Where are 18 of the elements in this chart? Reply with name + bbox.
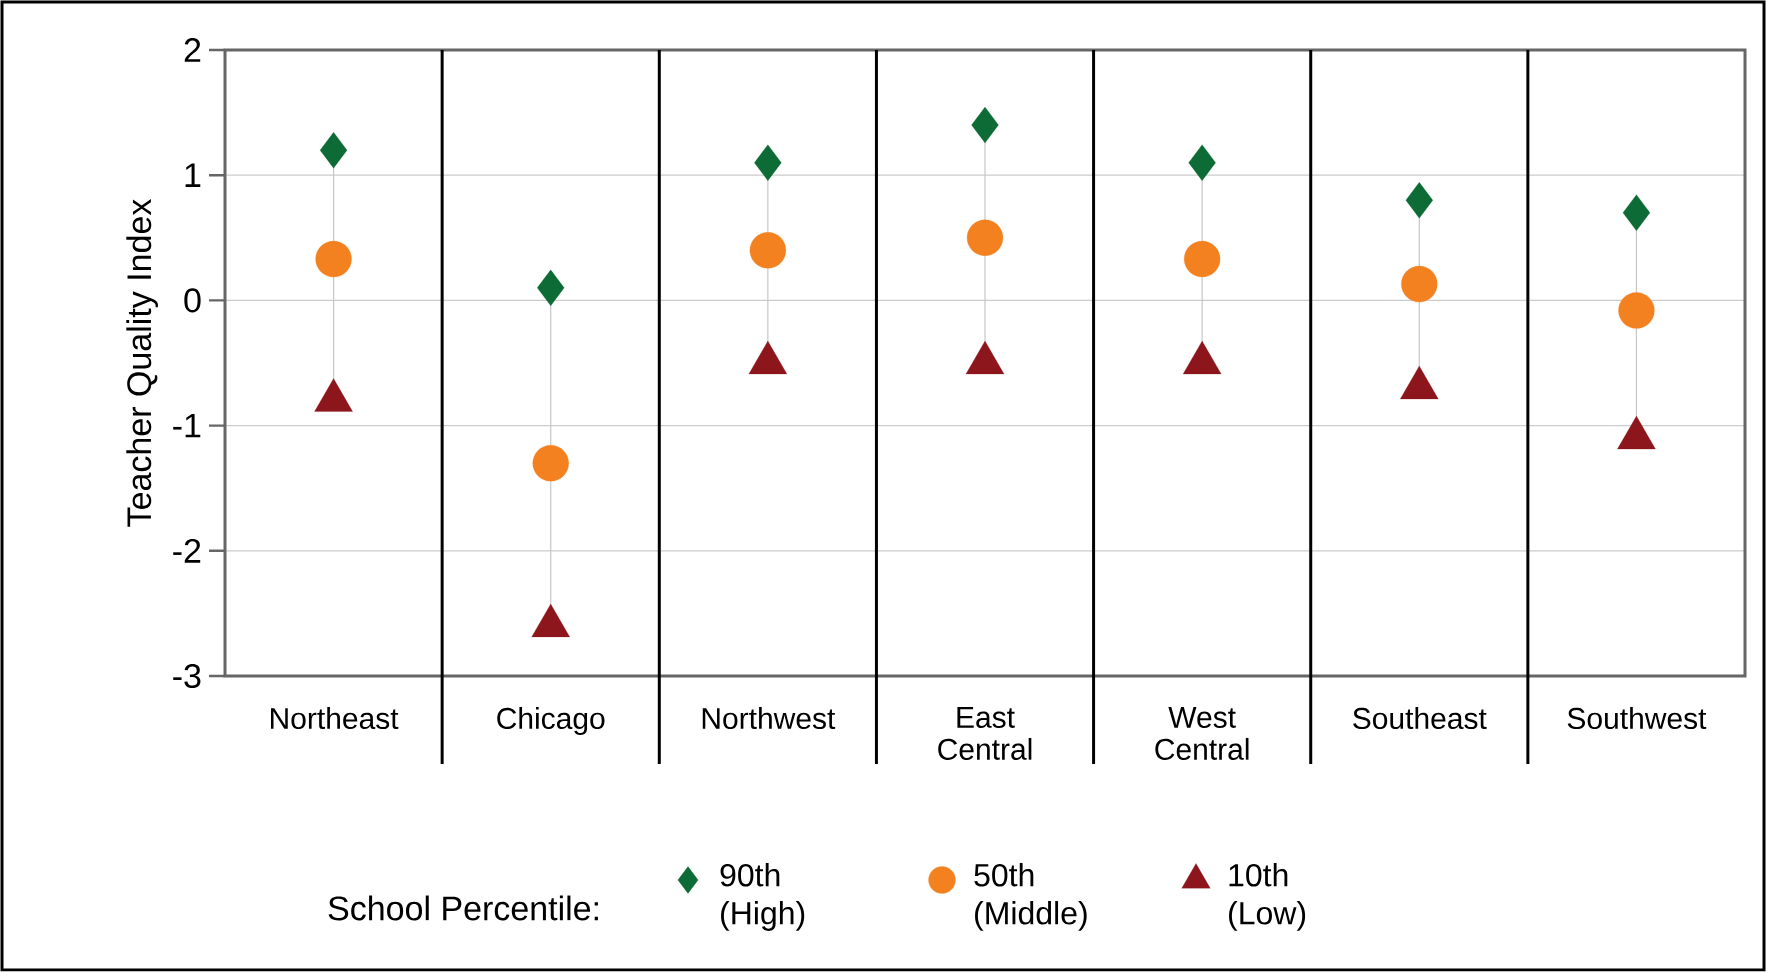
x-tick-label: West Central xyxy=(1155,707,1249,760)
legend-label: 50th (Middle) xyxy=(974,863,1087,931)
y-tick-label: 2 xyxy=(184,38,201,62)
legend-title: School Percentile: xyxy=(328,895,598,921)
y-axis-title: Teacher Quality Index xyxy=(126,199,158,527)
x-tick-label: Southwest xyxy=(1567,707,1707,730)
x-tick-label: Northeast xyxy=(270,707,399,730)
y-tick-label: -3 xyxy=(173,663,201,689)
x-tick-label: Chicago xyxy=(497,707,605,735)
x-tick-label: East Central xyxy=(938,707,1032,760)
x-tick-label: Southeast xyxy=(1353,707,1487,730)
legend-label: 10th (Low) xyxy=(1229,863,1306,931)
y-tick-label: 1 xyxy=(185,163,201,187)
y-tick-label: 0 xyxy=(184,288,201,313)
y-tick-label: -1 xyxy=(173,413,201,438)
y-tick-label: -2 xyxy=(173,538,201,563)
legend-label: 90th (High) xyxy=(720,863,805,931)
x-tick-label: Northwest xyxy=(702,707,836,730)
